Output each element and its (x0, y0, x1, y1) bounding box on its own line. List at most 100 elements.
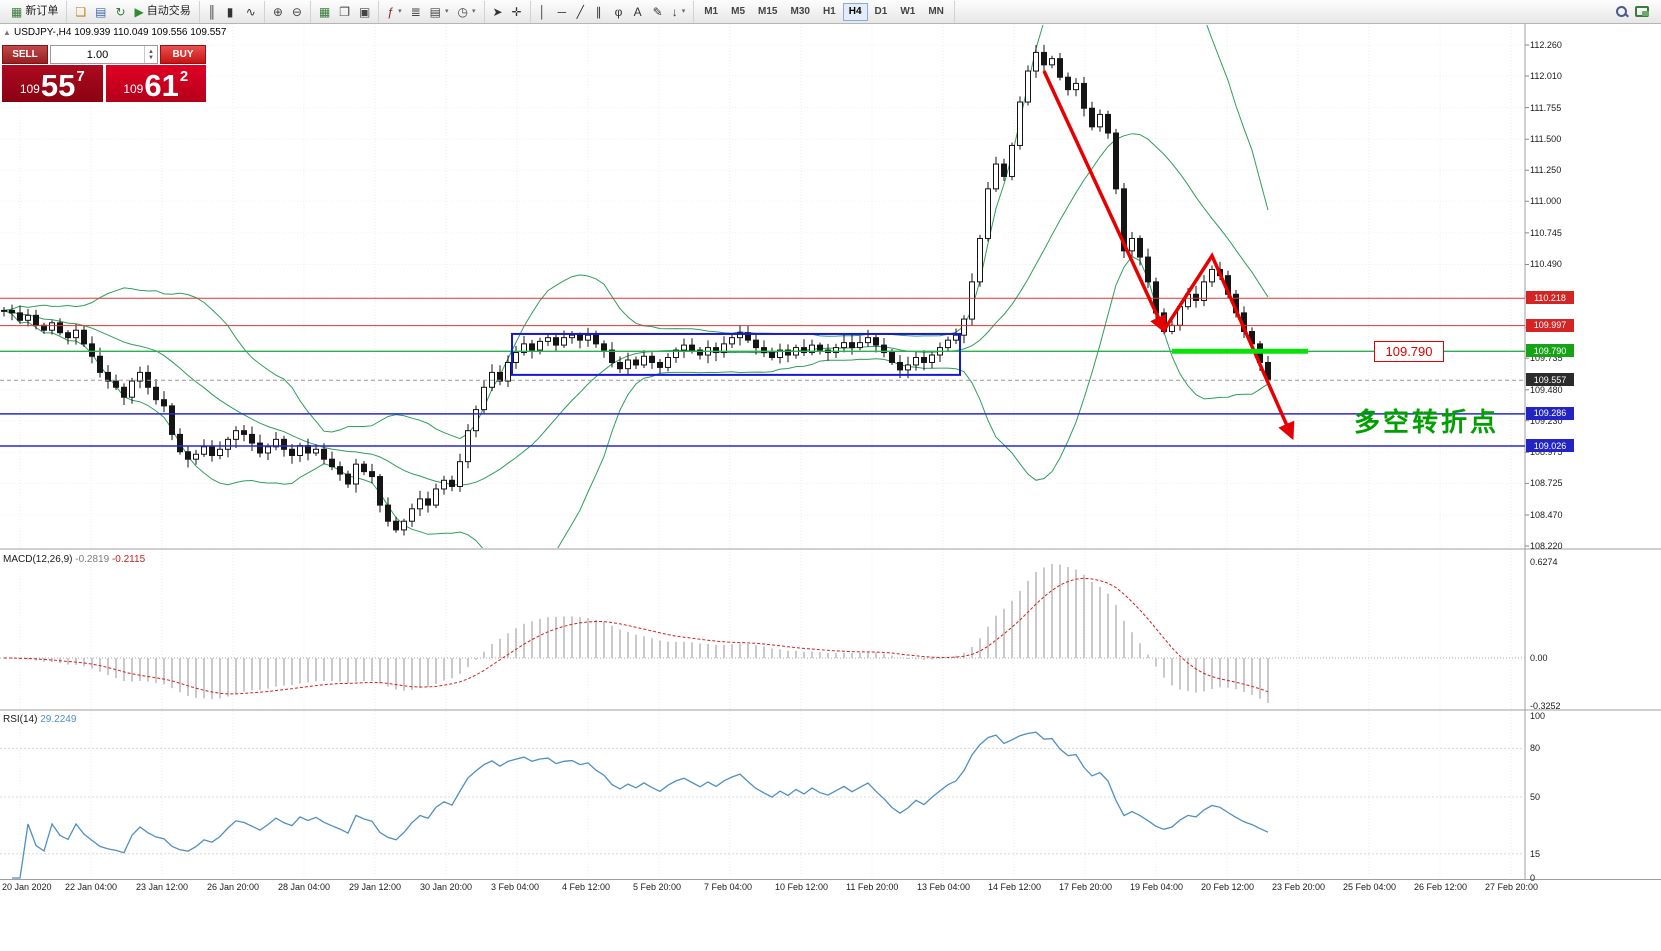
zoom-in-button[interactable]: ⊕ (272, 4, 283, 19)
price-axis-label: 111.250 (1530, 165, 1562, 176)
candlestick-chart-button[interactable]: ▮ (226, 4, 234, 19)
price-level-badge: 109.790 (1526, 344, 1574, 358)
rsi-name: RSI(14) (3, 714, 38, 725)
vertical-line-button[interactable]: │ (538, 4, 547, 19)
chart-window-group: ❏ ▤ ↻ ▶ 自动交易 (67, 0, 200, 23)
buy-price-button[interactable]: 109 61 2 (105, 65, 206, 103)
arrange-windows-button[interactable]: ▣ (359, 4, 371, 19)
sell-price-big: 55 (40, 68, 76, 103)
rsi-axis-label: 15 (1530, 848, 1541, 859)
price-axis-label: 108.975 (1530, 447, 1563, 458)
cascade-windows-button[interactable]: ❐ (339, 4, 351, 19)
time-axis-label: 25 Feb 04:00 (1343, 882, 1397, 892)
buy-button[interactable]: BUY (160, 45, 206, 64)
macd-value-signal: -0.2115 (111, 554, 146, 565)
time-axis-label: 30 Jan 20:00 (420, 882, 473, 892)
text-button[interactable]: A (633, 4, 642, 19)
bar-chart-button[interactable]: ║ (207, 4, 217, 19)
indicator-group: ƒ ▾ ≣ ▤ ▾ ◷ ▾ (379, 0, 485, 23)
rsi-axis-label: 0 (1530, 873, 1536, 883)
macd-axis-label: -0.3252 (1530, 701, 1561, 711)
new-chart-icon[interactable]: ❏ (75, 4, 87, 19)
macd-axis-label: 0.6274 (1530, 557, 1558, 567)
timeframe-w1[interactable]: W1 (900, 6, 916, 17)
price-axis-label: 111.755 (1530, 102, 1562, 113)
timeframe-m1[interactable]: M1 (704, 6, 719, 17)
templates-button[interactable]: ▤ ▾ (429, 4, 449, 19)
main-toolbar: ▦ 新订单 ❏ ▤ ↻ ▶ 自动交易 ║ ▮ ∿ ⊕ ⊖ ▦ ❐ ▣ ƒ ▾ ≣ ▤ ▾ ◷ ▾ ➤ ✛ │ ─ ╱ ∥ φ A ✎ ↓ ▾ M1… (0, 0, 1661, 24)
sell-price-button[interactable]: 109 55 7 (2, 65, 103, 102)
arrows-button[interactable]: ↓ ▾ (671, 4, 686, 19)
time-axis-label: 7 Feb 04:00 (704, 882, 753, 892)
indicator-list-button[interactable]: ≣ (410, 4, 421, 19)
cursor-button[interactable]: ➤ (492, 4, 503, 19)
fibonacci-button[interactable]: φ (614, 4, 623, 19)
timeframe-mn[interactable]: MN (928, 6, 944, 17)
timeframe-h1[interactable]: H1 (822, 6, 836, 17)
timeframe-m5[interactable]: M5 (731, 6, 746, 17)
draw-group: │ ─ ╱ ∥ φ A ✎ ↓ ▾ (531, 0, 695, 23)
timeframe-m30[interactable]: M30 (790, 6, 810, 17)
buy-price-sup: 2 (179, 68, 189, 85)
time-axis-label: 11 Feb 20:00 (846, 882, 899, 892)
time-axis-label: 14 Feb 12:00 (988, 882, 1042, 892)
chart-type-group: ║ ▮ ∿ (200, 0, 265, 23)
volume-arrows[interactable]: ▲ ▼ (144, 46, 157, 63)
price-axis-label: 109.230 (1530, 415, 1563, 426)
tile-windows-button[interactable]: ▦ (318, 4, 331, 19)
rsi-axis-label: 80 (1530, 743, 1541, 754)
timeframe-h4[interactable]: H4 (842, 2, 868, 21)
new-order-button[interactable]: ▦ 新订单 (11, 4, 59, 19)
time-axis-label: 5 Feb 20:00 (633, 882, 682, 892)
macd-label: MACD(12,26,9) -0.2819 -0.2115 (3, 554, 145, 565)
autotrading-button[interactable]: ▶ 自动交易 (134, 4, 191, 19)
indicators-button[interactable]: ƒ ▾ (387, 4, 402, 19)
volume-up-icon[interactable]: ▲ (148, 48, 154, 55)
time-axis-label: 17 Feb 20:00 (1059, 882, 1113, 892)
profiles-icon[interactable]: ▤ (95, 4, 107, 19)
timeframe-m15[interactable]: M15 (758, 6, 778, 17)
current-price-badge: 109.557 (1526, 373, 1574, 387)
horizontal-line-button[interactable]: ─ (557, 4, 567, 19)
time-axis-label: 29 Jan 12:00 (349, 882, 402, 892)
volume-down-icon[interactable]: ▼ (148, 54, 154, 61)
time-axis-label: 19 Feb 04:00 (1130, 882, 1184, 892)
macd-name: MACD(12,26,9) (3, 554, 73, 565)
zoom-group: ⊕ ⊖ (265, 0, 311, 23)
refresh-icon[interactable]: ↻ (115, 4, 126, 19)
rsi-axis-label: 50 (1530, 792, 1541, 802)
sell-price-small: 109 (19, 82, 40, 96)
chat-icon[interactable] (1635, 5, 1650, 18)
macd-axis-label: 0.00 (1530, 653, 1548, 663)
timeframe-d1[interactable]: D1 (874, 6, 888, 17)
line-chart-button[interactable]: ∿ (245, 4, 256, 19)
volume-stepper[interactable]: 1.00 ▲ ▼ (50, 45, 158, 64)
price-axis-label: 110.490 (1530, 259, 1562, 270)
sell-price-sup: 7 (76, 68, 85, 85)
time-axis-label: 27 Feb 20:00 (1485, 882, 1539, 892)
time-axis-label: 22 Jan 04:00 (65, 882, 118, 892)
price-level-badge: 109.286 (1526, 406, 1574, 420)
sell-button[interactable]: SELL (2, 45, 48, 64)
order-group: ▦ 新订单 (3, 0, 68, 23)
channel-button[interactable]: ∥ (595, 4, 602, 19)
time-axis-label: 23 Feb 20:00 (1272, 882, 1326, 892)
periods-button[interactable]: ◷ ▾ (457, 4, 476, 19)
zoom-out-button[interactable]: ⊖ (291, 4, 302, 19)
search-icon[interactable] (1615, 5, 1629, 19)
rsi-axis-label: 100 (1530, 711, 1546, 721)
time-axis-label: 20 Jan 2020 (2, 882, 52, 892)
price-axis-label: 110.745 (1530, 227, 1562, 238)
price-level-badge: 109.997 (1526, 318, 1574, 332)
price-level-badge: 110.218 (1526, 291, 1574, 305)
rsi-value: 29.2249 (40, 714, 77, 725)
time-axis-label: 26 Jan 20:00 (207, 882, 260, 892)
chart-expand-icon[interactable]: ▲ (3, 28, 11, 37)
trendline-button[interactable]: ╱ (576, 4, 584, 19)
time-axis-label: 4 Feb 12:00 (562, 882, 611, 892)
label-button[interactable]: ✎ (652, 4, 663, 19)
buy-price-big: 61 (144, 68, 179, 103)
crosshair-button[interactable]: ✛ (511, 4, 522, 19)
